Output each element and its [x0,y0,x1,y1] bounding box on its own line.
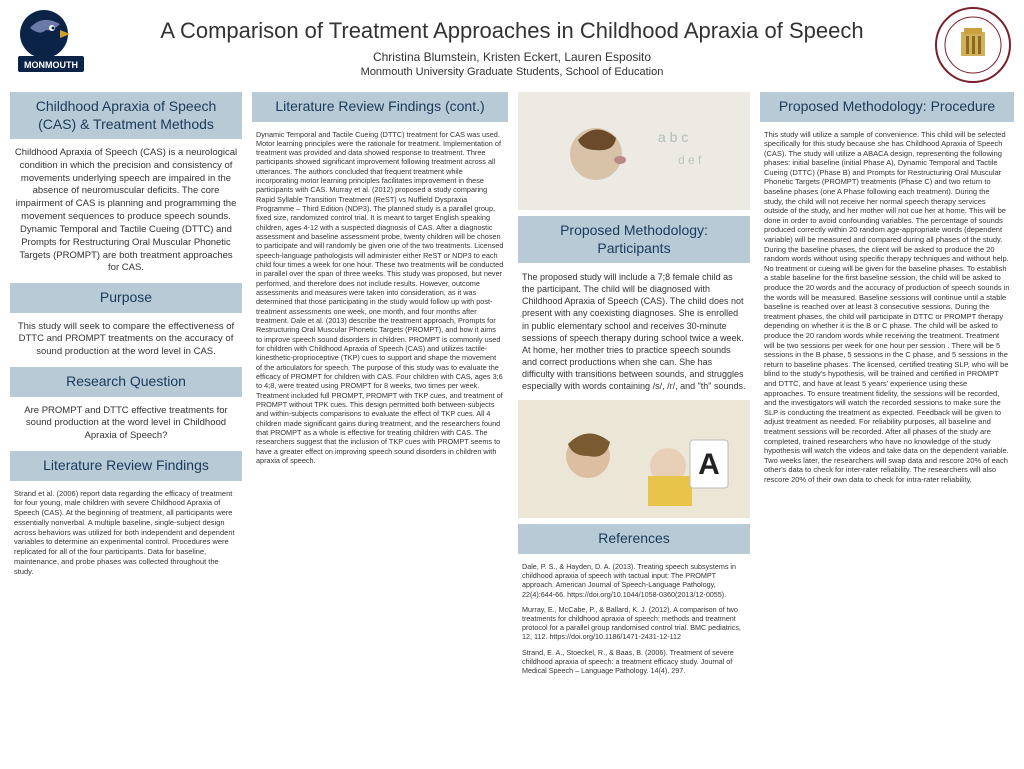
section-procedure-body: This study will utilize a sample of conv… [760,128,1014,487]
poster-header: MONMOUTH A Comparison of Treatment Appro… [0,0,1024,92]
section-cas-methods-body: Childhood Apraxia of Speech (CAS) is a n… [10,145,242,277]
section-lit-review-cont-body: Dynamic Temporal and Tactile Cueing (DTT… [252,128,508,468]
reference-3: Strand, E. A., Stoeckel, R., & Baas, B. … [522,648,746,676]
section-procedure-header: Proposed Methodology: Procedure [760,92,1014,122]
logo-text: MONMOUTH [24,60,78,70]
column-3: a b c d e f Proposed Methodology: Partic… [518,92,750,759]
column-4: Proposed Methodology: Procedure This stu… [760,92,1014,759]
section-lit-review-body: Strand et al. (2006) report data regardi… [10,487,242,579]
section-research-question-header: Research Question [10,367,242,397]
columns: Childhood Apraxia of Speech (CAS) & Trea… [0,92,1024,769]
image-therapy-session: A [518,400,750,518]
reference-1: Dale, P. S., & Hayden, D. A. (2013). Tre… [522,562,746,599]
authors: Christina Blumstein, Kristen Eckert, Lau… [160,50,863,64]
affiliation: Monmouth University Graduate Students, S… [160,66,863,78]
svg-text:d e f: d e f [678,153,702,167]
column-1: Childhood Apraxia of Speech (CAS) & Trea… [10,92,242,759]
svg-text:a b c: a b c [658,129,688,145]
section-references-body: Dale, P. S., & Hayden, D. A. (2013). Tre… [518,560,750,683]
section-participants-body: The proposed study will include a 7;8 fe… [518,269,750,394]
column-2: Literature Review Findings (cont.) Dynam… [252,92,508,759]
section-lit-review-header: Literature Review Findings [10,451,242,481]
section-purpose-header: Purpose [10,283,242,313]
section-purpose-body: This study will seek to compare the effe… [10,319,242,361]
monmouth-hawks-logo: MONMOUTH [12,6,90,89]
section-lit-review-cont-header: Literature Review Findings (cont.) [252,92,508,122]
poster-title: A Comparison of Treatment Approaches in … [160,18,863,44]
monmouth-seal-logo [934,6,1012,89]
section-references-header: References [518,524,750,554]
image-child-speaking: a b c d e f [518,92,750,210]
header-center: A Comparison of Treatment Approaches in … [160,18,863,78]
section-participants-header: Proposed Methodology: Participants [518,216,750,263]
section-research-question-body: Are PROMPT and DTTC effective treatments… [10,403,242,445]
reference-2: Murray, E., McCabe, P., & Ballard, K. J.… [522,605,746,642]
section-cas-methods-header: Childhood Apraxia of Speech (CAS) & Trea… [10,92,242,139]
svg-text:A: A [698,448,720,481]
